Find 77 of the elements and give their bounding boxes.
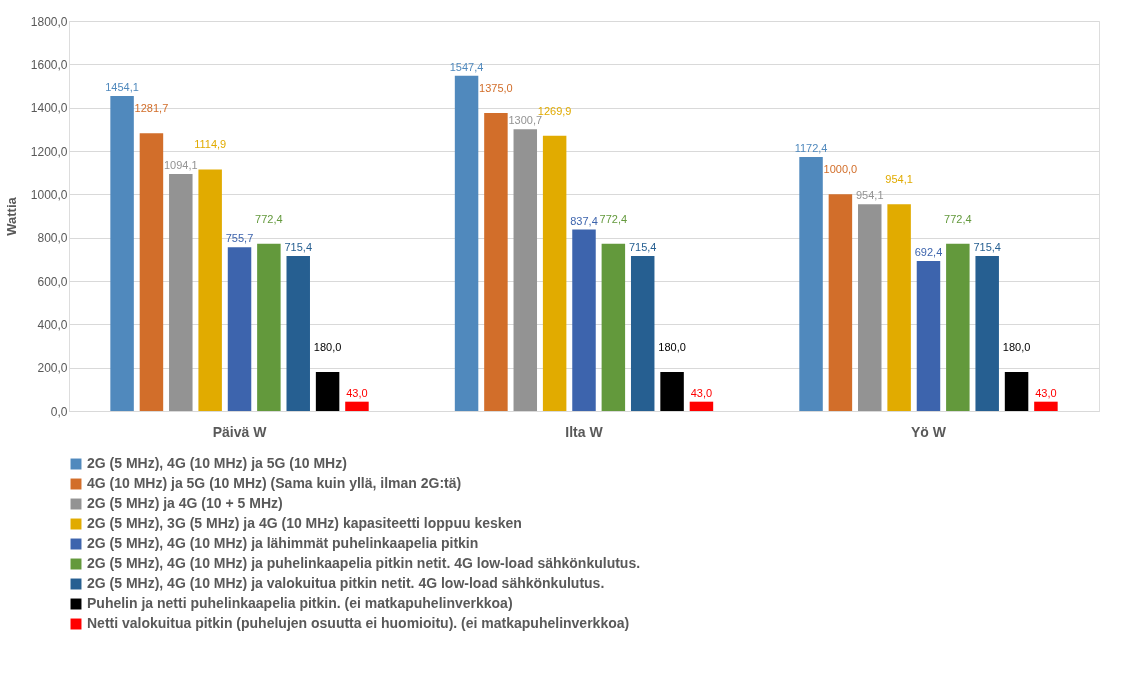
bar: [198, 169, 222, 411]
data-label: 1300,7: [508, 114, 543, 127]
data-label: 1547,4: [449, 60, 484, 73]
bar: [257, 243, 281, 411]
bar: [315, 372, 340, 411]
data-label: 1281,7: [134, 102, 169, 115]
data-label: 692,4: [914, 245, 943, 258]
data-label: 715,4: [628, 241, 657, 253]
data-label: 1172,4: [794, 141, 828, 154]
y-axis-title: Wattia: [3, 196, 19, 236]
bar: [345, 401, 369, 411]
bar: [660, 372, 684, 411]
bar: [542, 135, 567, 411]
bar: [110, 95, 134, 411]
data-label: 43,0: [346, 386, 368, 399]
y-tick-label: 1400,0: [30, 101, 68, 116]
data-label: 180,0: [313, 341, 342, 353]
y-tick-label: 800,0: [37, 231, 68, 246]
bar: [858, 204, 882, 411]
data-label: 837,4: [570, 214, 598, 227]
data-label: 180,0: [658, 341, 686, 353]
bar: [601, 243, 626, 411]
legend-label: 2G (5 MHz), 3G (5 MHz) ja 4G (10 MHz) kapasiteetti loppuu kesken: [87, 515, 522, 531]
legend-label: 2G (5 MHz), 4G (10 MHz) ja puhelinkaapelia pitkin netit. 4G low-load sähkönkulutus.: [87, 555, 641, 571]
data-label: 1094,1: [163, 158, 198, 171]
y-tick-label: 0,0: [50, 404, 68, 419]
bar: [916, 260, 941, 411]
legend-label: 2G (5 MHz), 4G (10 MHz) ja lähimmät puhelinkaapelia pitkin: [87, 535, 479, 551]
bar: [1004, 372, 1029, 411]
bar: [689, 401, 714, 411]
bar: [139, 133, 164, 411]
data-label: 772,4: [599, 212, 628, 225]
y-tick-label: 1200,0: [30, 144, 68, 159]
data-label: 954,1: [885, 173, 913, 186]
x-tick-label: Yö W: [910, 423, 947, 440]
bar: [484, 113, 508, 411]
data-label: 1454,1: [105, 80, 139, 93]
bar: [227, 247, 252, 411]
x-tick-label: Ilta W: [565, 423, 604, 440]
data-label: 954,1: [856, 189, 884, 202]
data-label: 715,4: [973, 241, 1001, 253]
y-tick-label: 1600,0: [30, 57, 68, 72]
bar: [169, 173, 193, 411]
bar: [286, 256, 310, 411]
data-label: 180,0: [1002, 341, 1031, 353]
legend-label: 2G (5 MHz), 4G (10 MHz) ja 5G (10 MHz): [87, 455, 347, 471]
y-tick-label: 1800,0: [30, 14, 68, 29]
bar: [828, 194, 853, 411]
bar: [946, 243, 970, 411]
data-label: 1269,9: [537, 104, 572, 117]
bar: [630, 256, 655, 411]
data-label: 43,0: [1035, 386, 1057, 399]
bar: [975, 256, 999, 411]
legend-label: Puhelin ja netti puhelinkaapelia pitkin. (ei matkapuhelinverkkoa): [87, 595, 513, 611]
data-label: 755,7: [225, 232, 254, 245]
bar: [1034, 401, 1058, 411]
data-label: 1000,0: [823, 163, 858, 176]
data-label: 43,0: [690, 386, 713, 399]
data-label: 772,4: [944, 212, 972, 225]
bar: [887, 204, 911, 411]
y-tick-label: 600,0: [37, 274, 68, 289]
legend-label: 2G (5 MHz) ja 4G (10 + 5 MHz): [87, 495, 283, 511]
legend-label: 4G (10 MHz) ja 5G (10 MHz) (Sama kuin yllä, ilman 2G:tä): [87, 475, 462, 491]
bar: [572, 229, 596, 411]
data-label: 1114,9: [194, 138, 227, 151]
data-label: 1375,0: [479, 82, 513, 95]
data-label: 715,4: [284, 241, 312, 253]
x-tick-label: Päivä W: [212, 423, 268, 440]
y-tick-label: 1000,0: [30, 187, 68, 202]
legend-label: Netti valokuitua pitkin (puhelujen osuutta ei huomioitu). (ei matkapuhelinverkkoa): [87, 615, 630, 631]
data-label: 772,4: [255, 212, 283, 225]
bar: [799, 156, 823, 411]
y-tick-label: 200,0: [37, 361, 68, 376]
y-tick-label: 400,0: [37, 317, 68, 332]
bar: [454, 75, 479, 411]
legend-label: 2G (5 MHz), 4G (10 MHz) ja valokuitua pitkin netit. 4G low-load sähkönkulutus.: [87, 575, 605, 591]
bar: [513, 129, 538, 411]
